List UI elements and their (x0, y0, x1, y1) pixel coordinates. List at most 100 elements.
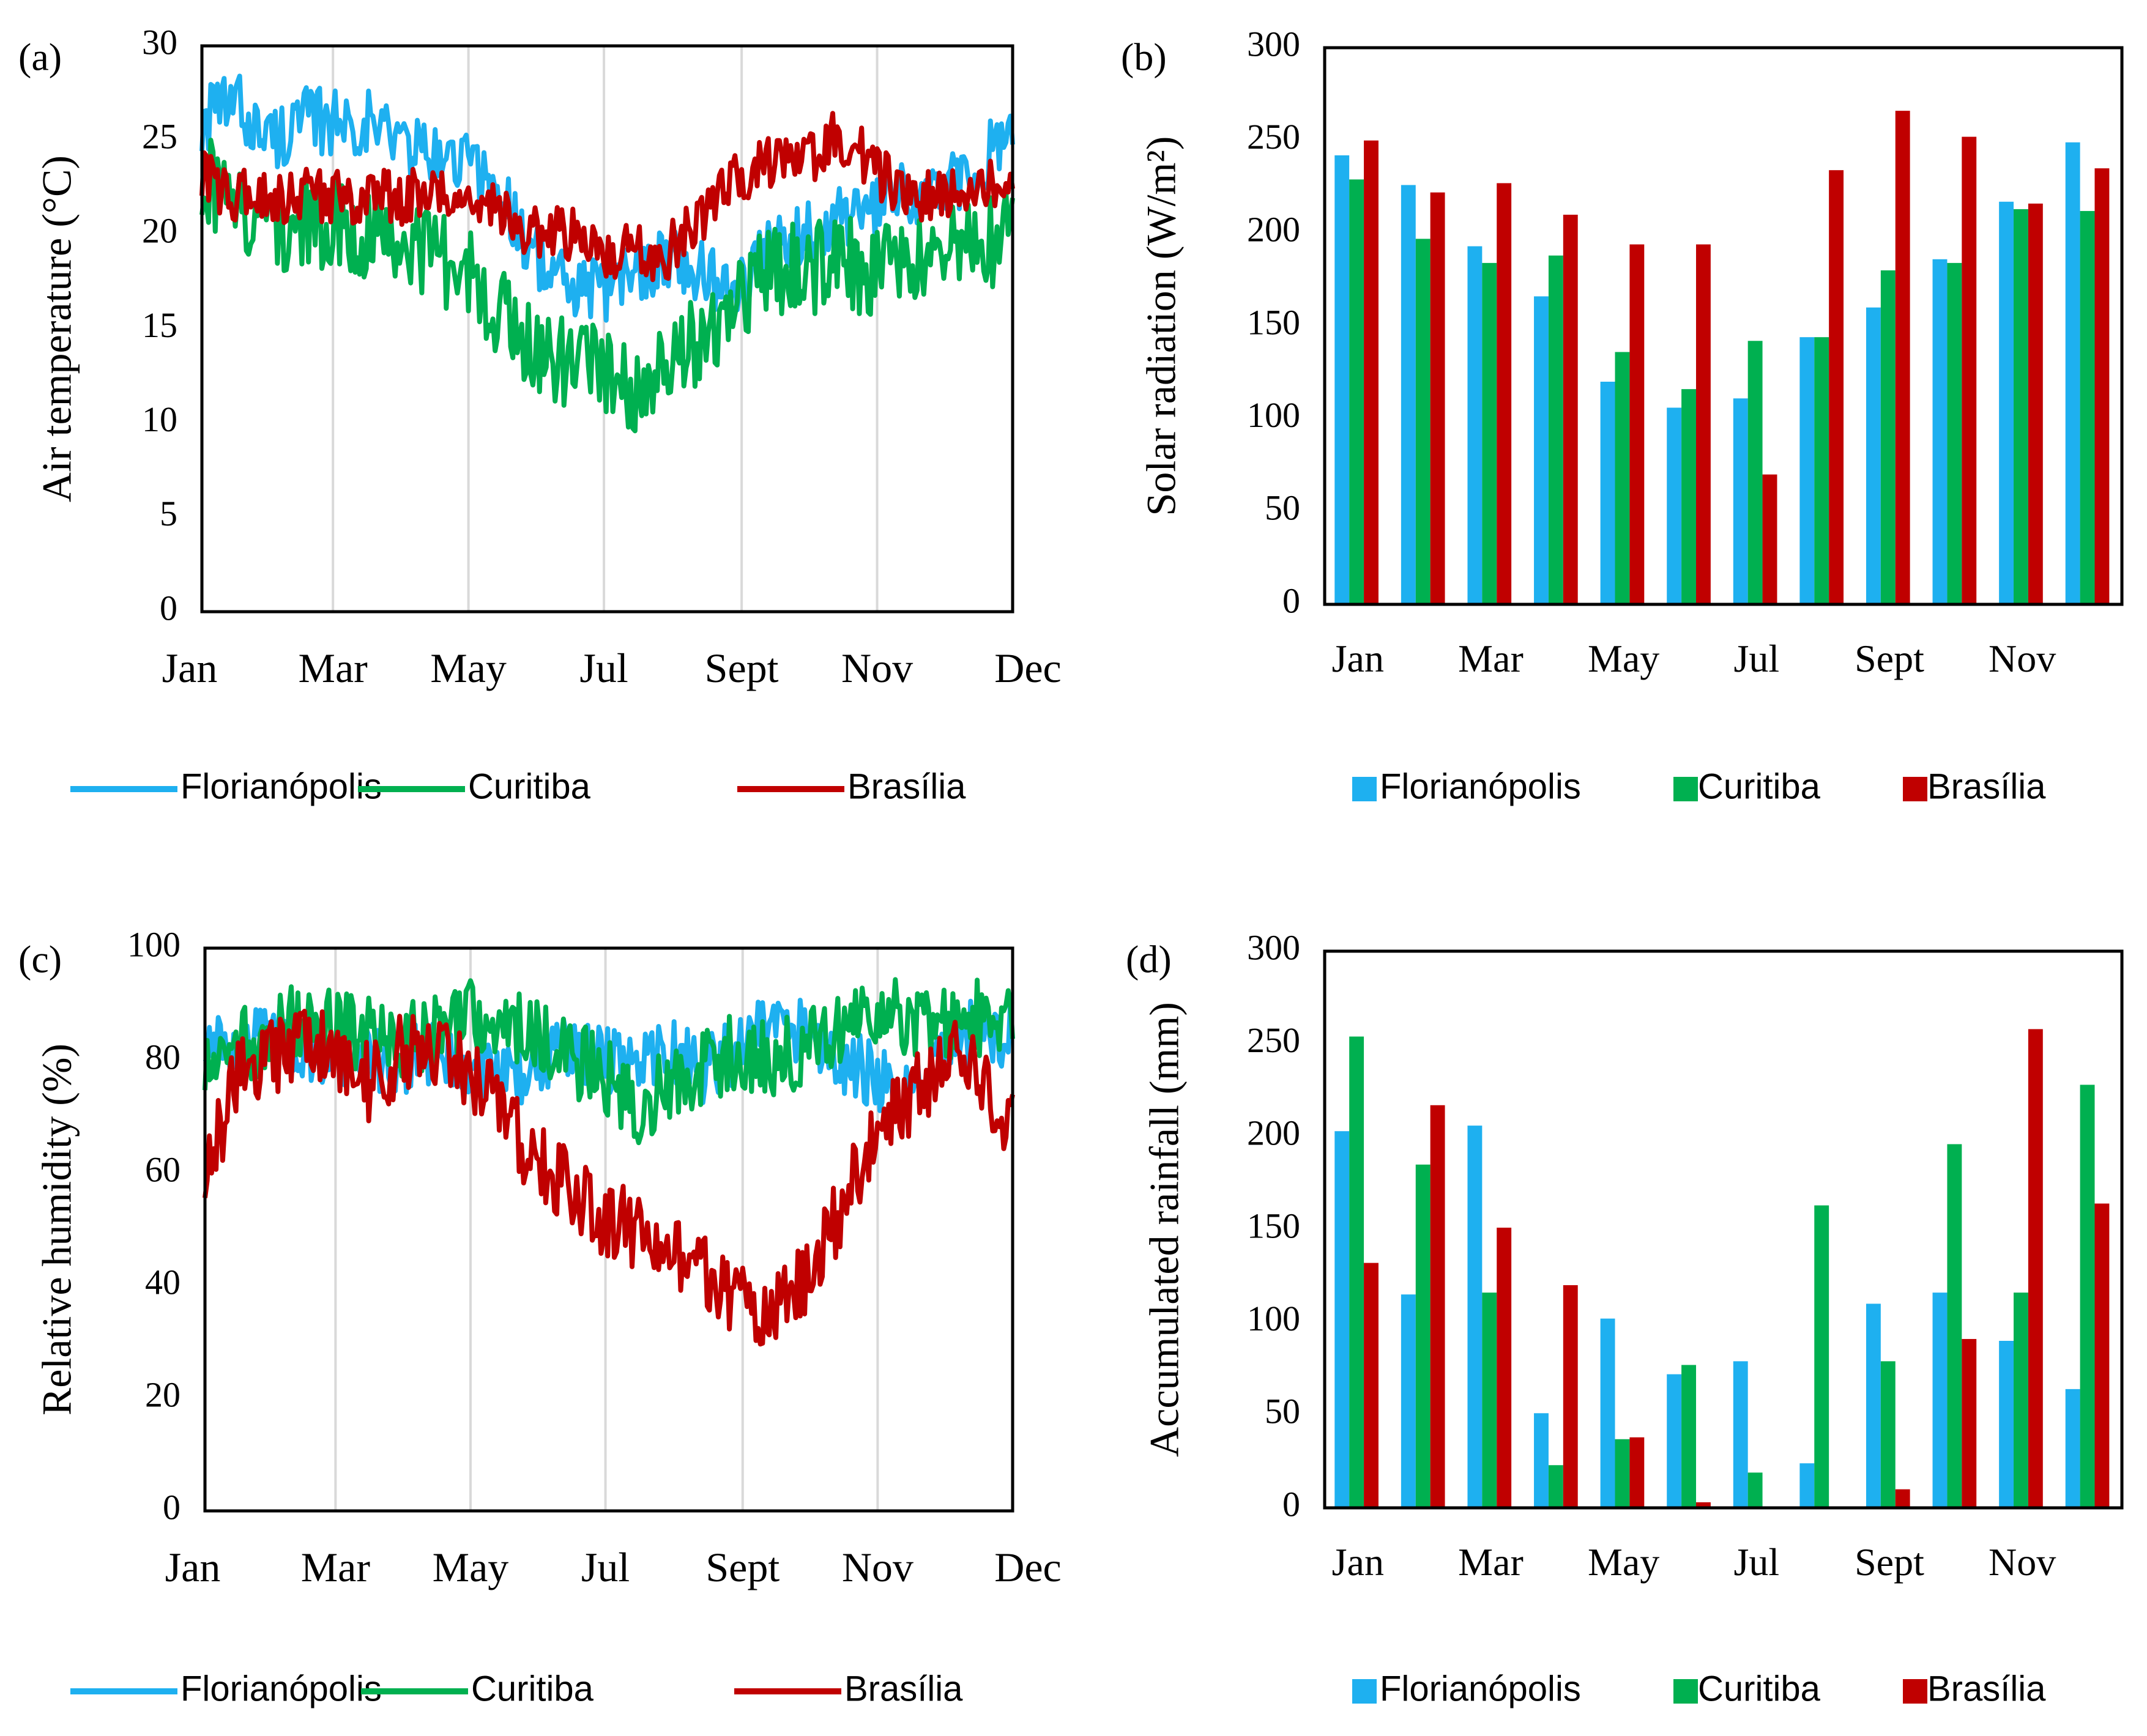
plot-area (1334, 111, 2110, 605)
bar-2-5 (1695, 1502, 1711, 1508)
x-tick-label: Nov (841, 645, 913, 691)
legend-label: Brasília (1927, 1669, 2046, 1708)
y-tick-label: 50 (1265, 1392, 1300, 1431)
bar-0-9 (1932, 1293, 1948, 1508)
y-tick-label: 80 (145, 1037, 180, 1077)
legend-label: Florianópolis (1380, 766, 1581, 806)
legend-label: Florianópolis (1380, 1669, 1581, 1708)
x-tick-label: Sept (1855, 637, 1924, 680)
y-tick-label: 0 (163, 1487, 180, 1527)
bar-1-5 (1681, 389, 1696, 604)
x-tick-label: Jul (1733, 637, 1779, 680)
y-tick-label: 150 (1247, 302, 1300, 342)
x-tick-label: Jan (1332, 1540, 1384, 1584)
bar-1-6 (1747, 341, 1763, 604)
legend-label: Curitiba (1698, 766, 1821, 806)
x-tick-label: Dec (994, 1544, 1061, 1590)
bar-2-1 (1430, 192, 1445, 605)
bar-2-8 (1895, 1489, 1910, 1508)
x-tick-label: May (1588, 637, 1659, 680)
bar-1-3 (1548, 255, 1563, 604)
bar-2-0 (1364, 1263, 1379, 1508)
legend: Florianópolis Curitiba Brasília (70, 766, 966, 806)
y-tick-label: 0 (160, 588, 177, 628)
y-axis-label: Relative humidity (%) (34, 1044, 80, 1415)
y-tick-label: 150 (1247, 1206, 1300, 1245)
plot-area (199, 46, 1015, 612)
bar-2-3 (1563, 1285, 1578, 1508)
bar-2-10 (2028, 203, 2043, 604)
y-tick-label: 15 (142, 305, 177, 345)
legend-swatch-0 (1352, 777, 1377, 801)
bar-0-7 (1799, 1463, 1815, 1508)
series-line-1 (199, 138, 1015, 434)
bar-1-3 (1548, 1465, 1563, 1508)
x-tick-label: Jan (165, 1544, 221, 1590)
series-line-1 (203, 977, 1015, 1146)
chart-panel-2: (c) Relative humidity (%) 0 20 40 60 80 100 Jan M… (18, 924, 1062, 1708)
plot-frame (1323, 949, 2124, 1510)
bar-1-1 (1415, 239, 1431, 604)
x-tick-label: May (430, 645, 507, 691)
x-tick-label: Nov (1989, 637, 2056, 680)
bar-2-6 (1762, 474, 1777, 604)
bar-1-2 (1482, 262, 1497, 604)
chart-panel-1: (b) Solar radiation (W/m²) 0 50 100 150 200 250… (1121, 24, 2124, 806)
bar-0-10 (1999, 201, 2014, 604)
bar-0-3 (1534, 296, 1549, 604)
x-tick-label: Dec (994, 645, 1061, 691)
bar-1-0 (1349, 179, 1364, 604)
y-tick-label: 60 (145, 1149, 180, 1189)
plot-frame (203, 946, 1014, 1513)
y-tick-label: 300 (1247, 927, 1300, 967)
legend-swatch-2 (1903, 1679, 1927, 1704)
legend: Florianópolis Curitiba Brasília (1352, 1669, 2046, 1708)
bar-2-4 (1629, 1437, 1645, 1508)
bar-0-3 (1534, 1413, 1549, 1508)
bar-1-11 (2080, 210, 2095, 604)
y-tick-label: 25 (142, 116, 177, 156)
bar-2-0 (1364, 140, 1379, 604)
bar-0-11 (2065, 1389, 2080, 1508)
x-tick-label: Mar (1458, 637, 1524, 680)
y-tick-label: 0 (1282, 1484, 1300, 1524)
bar-0-10 (1999, 1341, 2014, 1508)
bar-2-9 (1962, 136, 1977, 605)
legend-swatch-1 (1673, 777, 1698, 801)
x-tick-label: May (1588, 1540, 1659, 1584)
y-tick-label: 20 (142, 211, 177, 251)
y-axis-label: Solar radiation (W/m²) (1138, 136, 1185, 516)
bar-1-11 (2080, 1085, 2095, 1508)
bar-0-4 (1600, 382, 1615, 604)
legend-label: Curitiba (468, 766, 591, 806)
panel-label: (d) (1126, 938, 1172, 981)
x-tick-label: Sept (705, 645, 779, 691)
y-tick-label: 250 (1247, 1020, 1300, 1060)
bar-2-3 (1563, 215, 1578, 604)
bar-2-7 (1829, 170, 1844, 604)
y-tick-label: 300 (1247, 24, 1300, 64)
bar-0-6 (1733, 398, 1748, 604)
bar-0-0 (1334, 1131, 1350, 1508)
legend-label: Florianópolis (180, 1669, 382, 1708)
legend: Florianópolis Curitiba Brasília (1352, 766, 2046, 806)
y-tick-label: 250 (1247, 117, 1300, 157)
y-tick-label: 5 (160, 494, 177, 533)
plot-frame (1323, 46, 2124, 606)
y-tick-label: 30 (142, 22, 177, 62)
legend-label: Brasília (1927, 766, 2046, 806)
bar-1-7 (1814, 1205, 1829, 1508)
legend-label: Brasília (847, 766, 966, 806)
y-tick-label: 200 (1247, 210, 1300, 250)
panel-label: (a) (18, 35, 62, 79)
x-tick-label: Sept (1855, 1540, 1924, 1584)
legend-label: Curitiba (471, 1669, 594, 1708)
y-tick-label: 40 (145, 1262, 180, 1302)
bar-1-0 (1349, 1036, 1364, 1508)
x-tick-label: Mar (301, 1544, 371, 1590)
bar-2-4 (1629, 244, 1645, 604)
bar-1-10 (2014, 1293, 2028, 1508)
y-tick-label: 200 (1247, 1113, 1300, 1153)
plot-frame (200, 44, 1014, 614)
series-line-2 (203, 1009, 1015, 1347)
